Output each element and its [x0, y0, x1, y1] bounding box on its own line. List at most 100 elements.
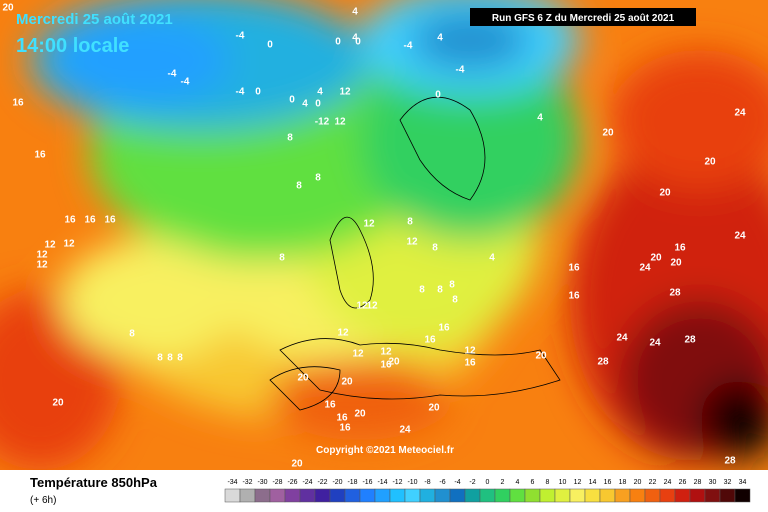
legend-swatch [479, 488, 496, 503]
legend-label: 2 [501, 479, 505, 486]
contour-label: 20 [354, 409, 366, 420]
temperature-field [0, 0, 768, 470]
contour-label: 20 [602, 128, 614, 139]
contour-label: 12 [352, 349, 364, 360]
contour-label: 16 [339, 423, 351, 434]
legend-swatch [554, 488, 571, 503]
contour-label: 20 [428, 403, 440, 414]
legend-swatch [719, 488, 736, 503]
date: Mercredi 25 août 2021 [16, 11, 173, 28]
legend-label: -22 [317, 479, 327, 486]
contour-label: 0 [335, 37, 341, 48]
contour-label: 20 [659, 188, 671, 199]
contour-label: 20 [388, 357, 400, 368]
contour-label: 16 [380, 360, 392, 371]
contour-label: 8 [279, 253, 285, 264]
contour-label: 16 [464, 358, 476, 369]
contour-label: 4 [352, 33, 358, 44]
legend-label: -24 [302, 479, 312, 486]
legend-swatch [239, 488, 256, 503]
contour-label: 12 [44, 240, 56, 251]
contour-label: 4 [352, 7, 358, 18]
contour-labels: 20 440 0-4-4-40-4 040 04 1212-12-4-4404202420… [2, 3, 746, 470]
contour-label: 28 [724, 456, 736, 467]
contour-label: 24 [734, 231, 746, 242]
legend-label: -12 [392, 479, 402, 486]
legend-swatch [584, 488, 601, 503]
contour-label: 12 [363, 219, 375, 230]
contour-label: 24 [399, 425, 411, 436]
contour-label: 24 [639, 263, 651, 274]
legend-swatch [644, 488, 661, 503]
legend-swatch [419, 488, 436, 503]
contour-label: 4 [317, 87, 323, 98]
contour-label: 24 [649, 338, 661, 349]
contour-label: 12 [337, 328, 349, 339]
contour-label: 12 [406, 237, 418, 248]
contour-label: 8 [177, 353, 183, 364]
contour-label: 20 [535, 351, 547, 362]
contour-label: 0 [355, 37, 361, 48]
legend-swatch [674, 488, 691, 503]
contour-label: -4 [168, 69, 177, 80]
legend-label: -2 [469, 479, 475, 486]
contour-label: 12 [339, 87, 351, 98]
legend-label: -34 [227, 479, 237, 486]
contour-label: 24 [616, 333, 628, 344]
legend-swatch [314, 488, 331, 503]
legend-label: 18 [619, 479, 627, 486]
run-info: Run GFS 6 Z du Mercredi 25 août 2021 [492, 13, 675, 24]
contour-label: 4 [437, 33, 443, 44]
contour-label: 16 [64, 215, 76, 226]
contour-label: 4 [537, 113, 543, 124]
contour-label: 8 [449, 280, 455, 291]
contour-label: 0 [255, 87, 261, 98]
legend-label: 34 [739, 479, 747, 486]
contour-label: 24 [734, 108, 746, 119]
contour-label: 8 [167, 353, 173, 364]
legend-label: 28 [694, 479, 702, 486]
legend-swatch [269, 488, 286, 503]
legend-label: -4 [454, 479, 460, 486]
legend-label: -30 [257, 479, 267, 486]
contour-label: 12 [380, 347, 392, 358]
contour-label: -4 [404, 41, 413, 52]
contour-label: 4 [489, 253, 495, 264]
legend-swatch [629, 488, 646, 503]
contour-label: 12 [63, 239, 75, 250]
legend-swatch [539, 488, 556, 503]
contour-label: 16 [12, 98, 24, 109]
legend-swatch [689, 488, 706, 503]
footer-subtitle: (+ 6h) [30, 495, 56, 506]
contour-label: 20 [291, 459, 303, 470]
contour-label: 20 [341, 377, 353, 388]
contour-label: -4 [181, 77, 190, 88]
contour-label: 16 [674, 243, 686, 254]
legend-swatch [614, 488, 631, 503]
legend-swatch [434, 488, 451, 503]
contour-label: 8 [437, 285, 443, 296]
legend-label: -10 [407, 479, 417, 486]
contour-label: 16 [336, 413, 348, 424]
legend-label: -20 [332, 479, 342, 486]
legend-label: 10 [559, 479, 567, 486]
legend-label: 6 [531, 479, 535, 486]
contour-label: 16 [84, 215, 96, 226]
contour-label: 28 [684, 335, 696, 346]
contour-label: 8 [432, 243, 438, 254]
legend-label: 0 [486, 479, 490, 486]
contour-label: 0 [267, 40, 273, 51]
legend-label: 4 [516, 479, 520, 486]
contour-label: 20 [2, 3, 14, 14]
legend-swatch [359, 488, 376, 503]
footer-title: Température 850hPa [30, 475, 158, 490]
contour-label: 20 [650, 253, 662, 264]
legend-label: 22 [649, 479, 657, 486]
contour-label: 12 [464, 346, 476, 357]
contour-label: 8 [407, 217, 413, 228]
legend-swatch [569, 488, 586, 503]
legend-label: 14 [589, 479, 597, 486]
contour-label: 8 [157, 353, 163, 364]
